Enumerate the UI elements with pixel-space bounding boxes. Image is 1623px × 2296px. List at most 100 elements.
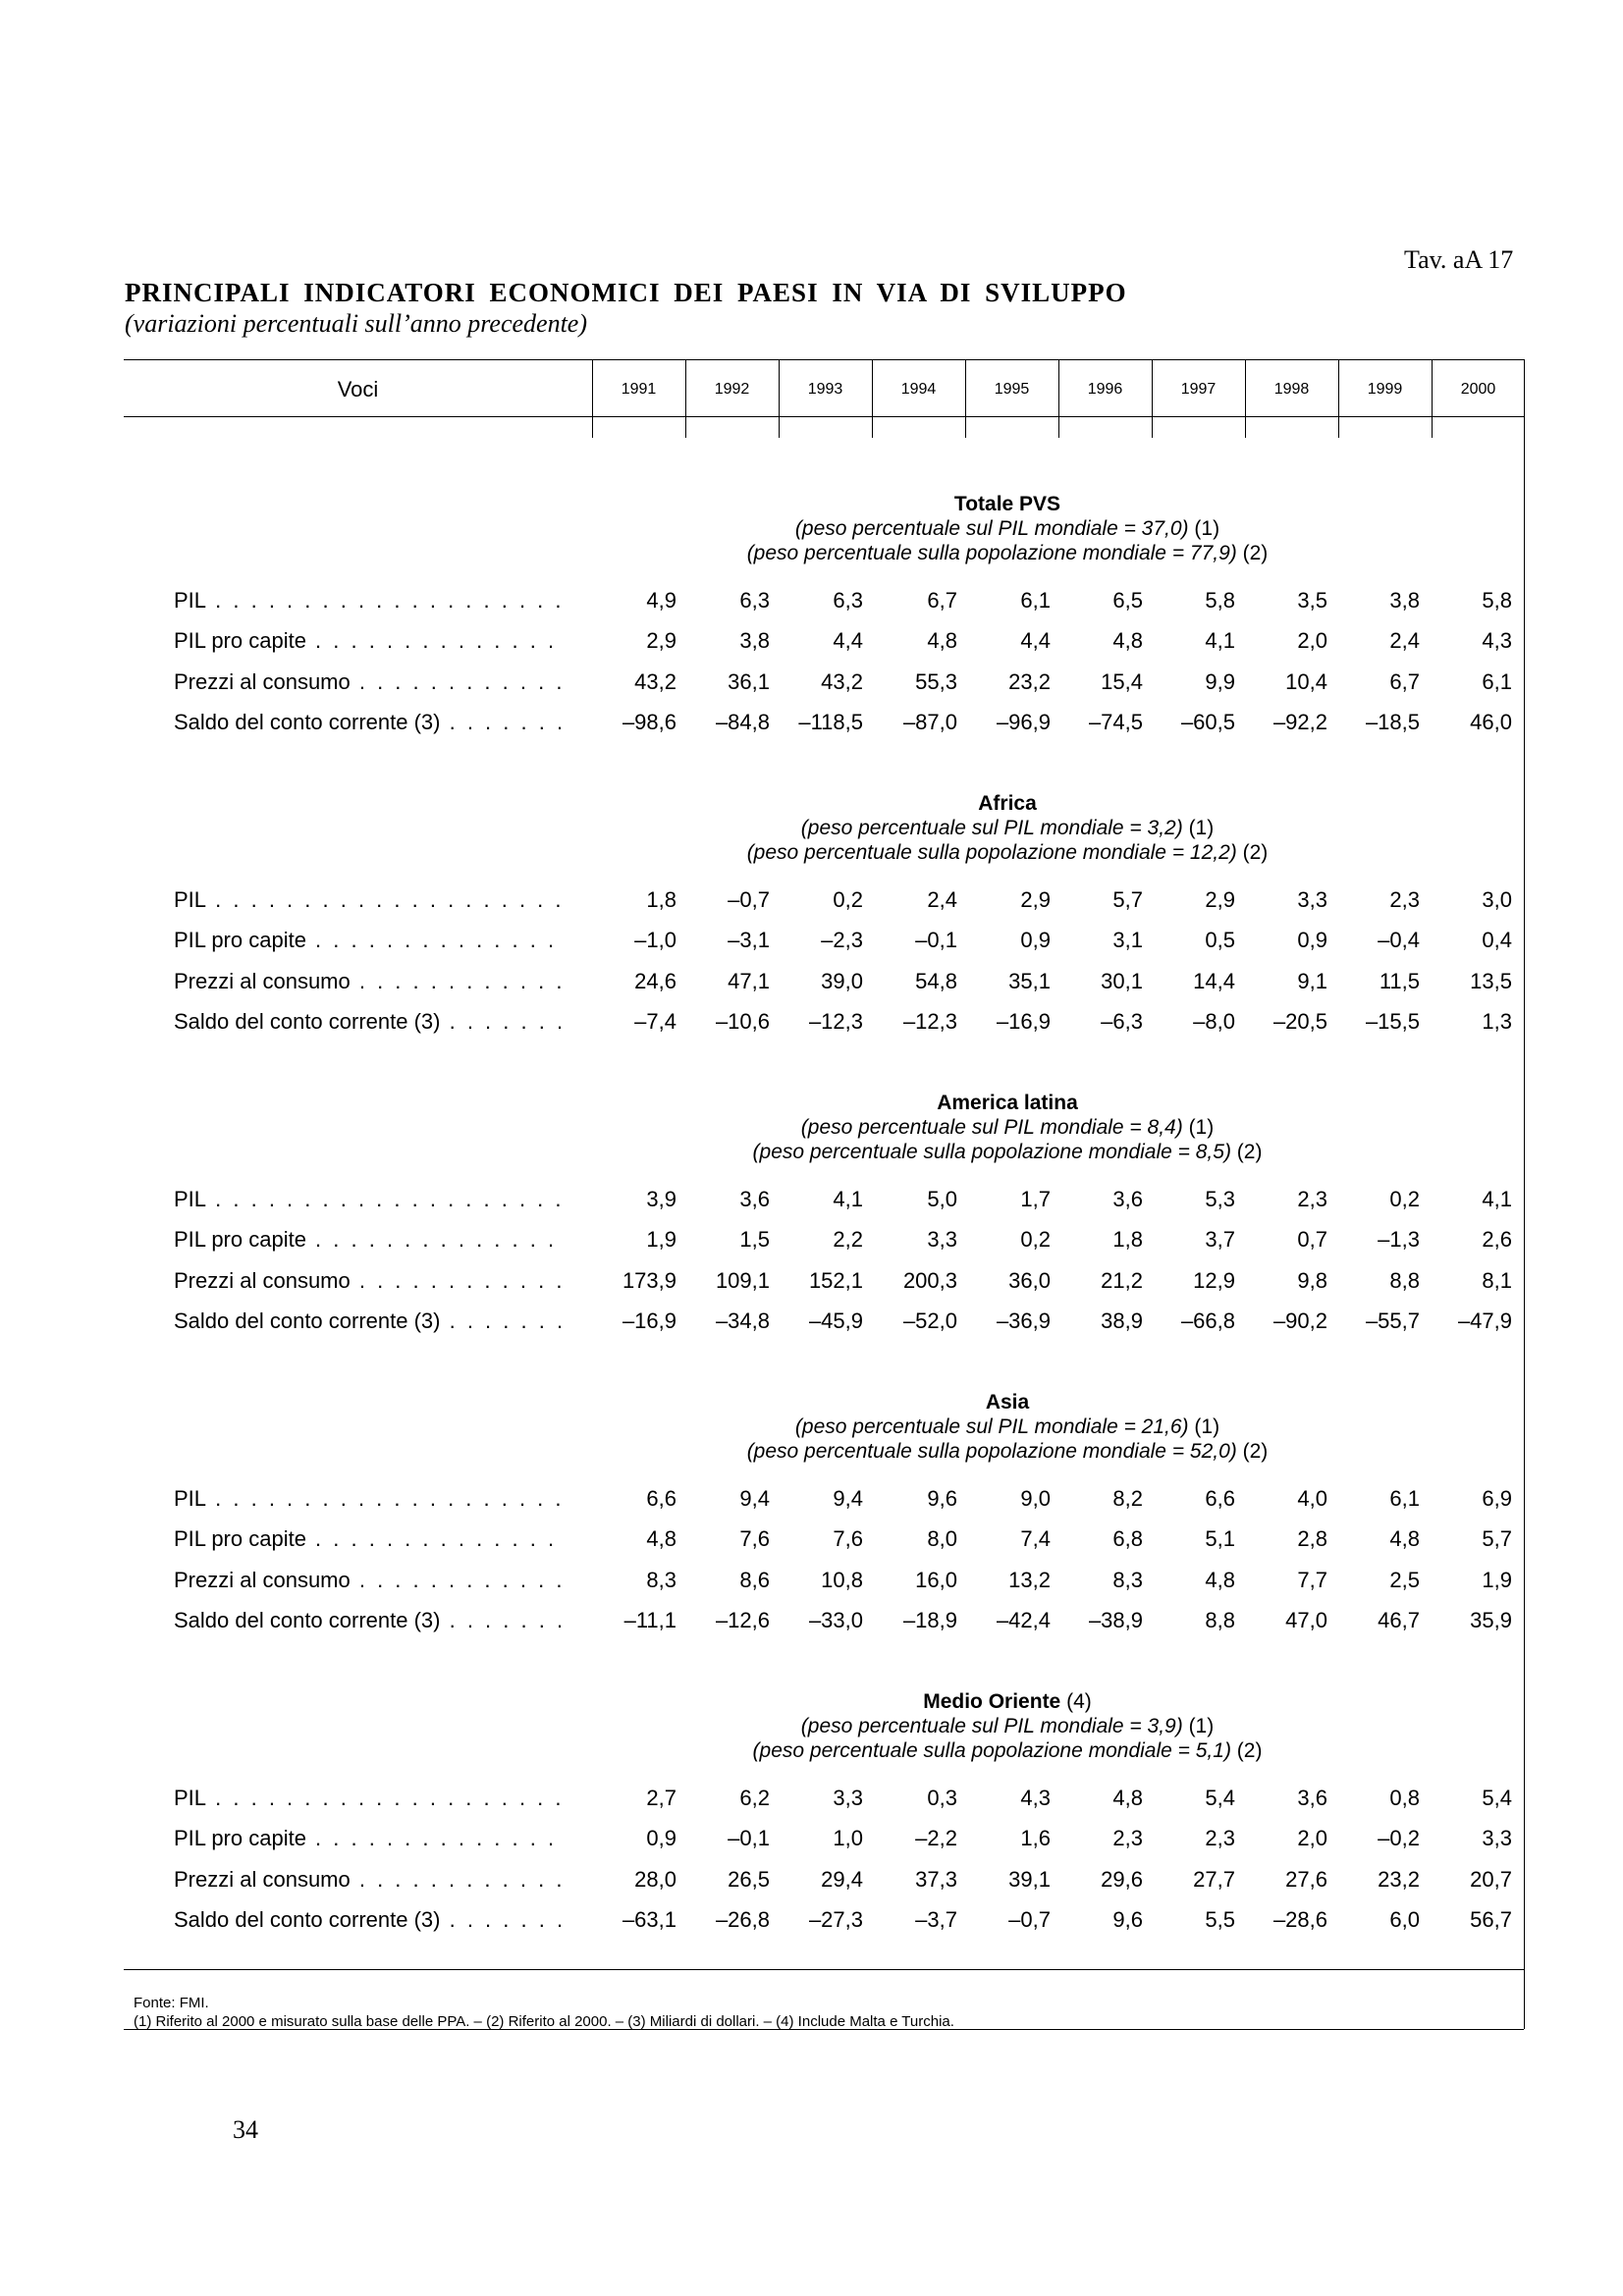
row-label: PIL pro capite . . . . . . . . . . . . .… [174,1226,567,1254]
row-label: Saldo del conto corrente (3) . . . . . .… [174,1308,567,1335]
table-cell: –26,8 [715,1906,770,1932]
table-cell: 0,9 [1020,928,1051,953]
row-label-text: PIL [174,1786,207,1810]
table-cell: 6,9 [1482,1486,1512,1511]
table-cell: –12,3 [902,1008,957,1034]
table-cell: 4,4 [833,628,863,654]
table-cell: 4,4 [1020,628,1051,654]
header-year: 1991 [621,381,657,398]
row-label-text: Saldo del conto corrente (3) [174,709,441,734]
table-cell: 9,4 [739,1486,770,1511]
table-cell: 20,7 [1470,1866,1512,1892]
table-cell: 21,2 [1101,1267,1143,1293]
section-population-weight-note: (2) [1242,1440,1269,1463]
table-cell: –47,9 [1457,1308,1512,1333]
table-cell: –45,9 [808,1308,863,1333]
leader-dots: . . . . . . . . . . . . . [449,1906,567,1932]
table-cell: 47,0 [1285,1607,1327,1632]
table-cell: 1,9 [646,1227,676,1253]
leader-dots: . . . . . . . . . . . . . [449,1607,567,1632]
table-cell: 4,8 [1112,1786,1143,1810]
table-cell: 2,9 [1020,887,1051,912]
leader-dots: . . . . . . . . . . . . . . . . . . . . … [215,588,567,613]
row-label: PIL . . . . . . . . . . . . . . . . . . … [174,1785,567,1812]
section-gdp-weight-text: (peso percentuale sul PIL mondiale = 37,… [794,517,1189,540]
row-label: Prezzi al consumo . . . . . . . . . . . … [174,1567,567,1594]
table-cell: 8,8 [1389,1267,1420,1293]
header-year: 1992 [714,381,750,398]
table-cell: 0,2 [833,887,863,912]
table-cell: 3,0 [1482,887,1512,912]
table-cell: 9,9 [1205,668,1235,694]
table-cell: 7,4 [1020,1526,1051,1552]
table-cell: –1,3 [1378,1227,1420,1253]
table-cell: 5,3 [1205,1187,1235,1211]
section-population-weight: (peso percentuale sulla popolazione mond… [516,541,1498,565]
section-population-weight-text: (peso percentuale sulla popolazione mond… [746,841,1237,864]
row-label: PIL . . . . . . . . . . . . . . . . . . … [174,1186,567,1213]
table-cell: 3,6 [1112,1187,1143,1211]
table-cell: –90,2 [1272,1308,1327,1333]
table-cell: 2,4 [927,887,957,912]
row-label: Saldo del conto corrente (3) . . . . . .… [174,1008,567,1036]
header-column-separator [1432,359,1433,438]
table-cell: 6,5 [1112,588,1143,613]
leader-dots: . . . . . . . . . . . . . . . . . . . . … [315,628,567,654]
header-column-separator [1338,359,1339,438]
table-cell: 1,8 [646,887,676,912]
table-cell: 29,6 [1101,1866,1143,1892]
table-cell: 30,1 [1101,968,1143,993]
table-cell: 5,5 [1205,1906,1235,1932]
table-cell: 0,2 [1020,1227,1051,1253]
row-label-text: Saldo del conto corrente (3) [174,1607,441,1632]
row-label: Prezzi al consumo . . . . . . . . . . . … [174,668,567,696]
row-label: PIL . . . . . . . . . . . . . . . . . . … [174,587,567,614]
page-title: PRINCIPALI INDICATORI ECONOMICI DEI PAES… [125,278,1127,307]
table-cell: 1,8 [1112,1227,1143,1253]
row-label: PIL . . . . . . . . . . . . . . . . . . … [174,886,567,914]
table-cell: 5,7 [1112,887,1143,912]
table-cell: –20,5 [1272,1008,1327,1034]
leader-dots: . . . . . . . . . . . . . . . . . . . . [358,1866,567,1892]
table-cell: 8,0 [927,1526,957,1552]
table-cell: 3,3 [1297,887,1327,912]
table-cell: 1,3 [1482,1008,1512,1034]
row-label: PIL pro capite . . . . . . . . . . . . .… [174,1825,567,1852]
table-cell: 1,9 [1482,1567,1512,1592]
table-cell: 13,2 [1008,1567,1051,1592]
table-cell: –10,6 [715,1008,770,1034]
table-cell: –0,7 [1008,1906,1051,1932]
section-gdp-weight-text: (peso percentuale sul PIL mondiale = 8,4… [800,1116,1183,1139]
row-label-text: Prezzi al consumo [174,1567,351,1592]
row-label-text: Saldo del conto corrente (3) [174,1008,441,1034]
section-population-weight: (peso percentuale sulla popolazione mond… [516,1738,1498,1763]
section-gdp-weight-note: (1) [1188,817,1215,839]
row-label: Prezzi al consumo . . . . . . . . . . . … [174,1866,567,1894]
table-cell: 35,1 [1008,968,1051,993]
table-cell: –0,7 [728,887,770,912]
table-cell: 2,8 [1297,1526,1327,1552]
table-cell: 8,3 [1112,1567,1143,1592]
table-cell: 5,0 [927,1187,957,1211]
table-cell: 8,1 [1482,1267,1512,1293]
header-column-separator [685,359,686,438]
table-cell: 1,0 [833,1826,863,1851]
table-cell: 6,1 [1482,668,1512,694]
table-cell: 3,7 [1205,1227,1235,1253]
header-column-separator [592,359,593,438]
table-cell: 5,8 [1205,588,1235,613]
table-right-edge [1524,359,1525,2029]
table-cell: 5,1 [1205,1526,1235,1552]
table-cell: 12,9 [1193,1267,1235,1293]
table-cell: –0,4 [1378,928,1420,953]
table-cell: 3,3 [833,1786,863,1810]
table-cell: 6,6 [1205,1486,1235,1511]
table-cell: 26,5 [728,1866,770,1892]
row-label: Prezzi al consumo . . . . . . . . . . . … [174,1267,567,1295]
table-cell: 24,6 [634,968,676,993]
table-cell: –66,8 [1180,1308,1235,1333]
leader-dots: . . . . . . . . . . . . . . . . . . . . … [315,1227,567,1253]
table-cell: –87,0 [902,709,957,734]
table-cell: 2,9 [646,628,676,654]
table-cell: 11,5 [1379,968,1420,993]
